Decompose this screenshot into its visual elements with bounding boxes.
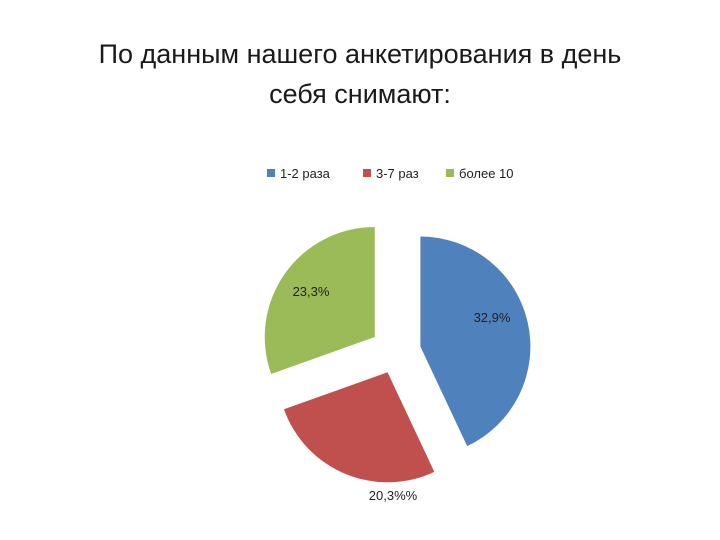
- slide-title: По данным нашего анкетирования в день се…: [40, 34, 680, 114]
- data-label-2: 20,3%%: [369, 488, 418, 503]
- pie-slice-1: [420, 236, 531, 447]
- legend-swatch-3: [446, 169, 454, 177]
- legend-swatch-2: [363, 169, 371, 177]
- legend-swatch-1: [267, 169, 275, 177]
- legend-label-1: 1-2 раза: [280, 166, 331, 181]
- data-label-3: 23,3%: [293, 284, 330, 299]
- data-label-1: 32,9%: [474, 310, 511, 325]
- title-line-2: себя снимают:: [269, 79, 451, 109]
- title-line-1: По данным нашего анкетирования в день: [98, 39, 622, 69]
- pie-slice-2: [283, 372, 435, 483]
- pie-slices: [264, 227, 531, 483]
- legend-label-2: 3-7 раз: [376, 166, 419, 181]
- pie-slice-3: [264, 227, 375, 375]
- data-labels: 32,9% 20,3%% 23,3%: [293, 284, 511, 503]
- chart-legend: 1-2 раза 3-7 раз более 10: [267, 166, 514, 181]
- legend-label-3: более 10: [459, 166, 514, 181]
